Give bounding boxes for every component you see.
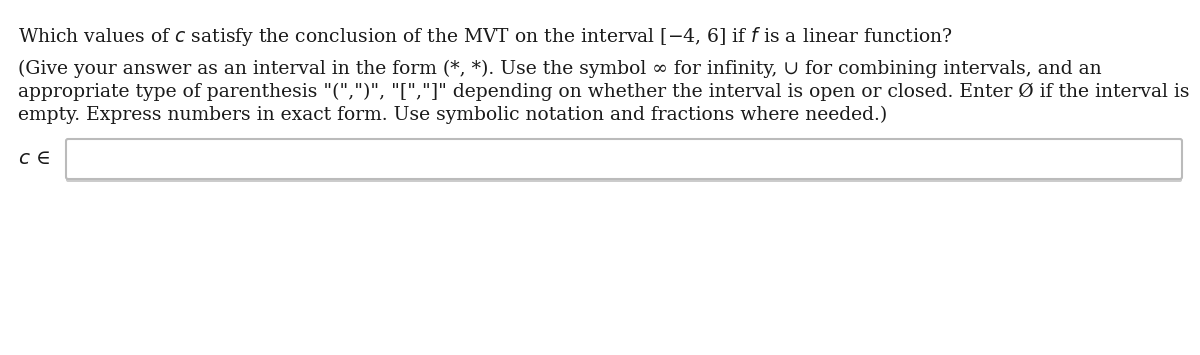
Text: appropriate type of parenthesis "(",")", "[","]" depending on whether the interv: appropriate type of parenthesis "(",")",… [18,83,1189,101]
Text: (Give your answer as an interval in the form (*, *). Use the symbol ∞ for infini: (Give your answer as an interval in the … [18,60,1102,78]
Text: empty. Express numbers in exact form. Use symbolic notation and fractions where : empty. Express numbers in exact form. Us… [18,106,887,124]
Text: $c$ ∈: $c$ ∈ [18,149,50,169]
Text: Which values of $c$ satisfy the conclusion of the MVT on the interval [−4, 6] if: Which values of $c$ satisfy the conclusi… [18,25,953,48]
FancyBboxPatch shape [66,139,1182,179]
FancyBboxPatch shape [66,139,1182,182]
